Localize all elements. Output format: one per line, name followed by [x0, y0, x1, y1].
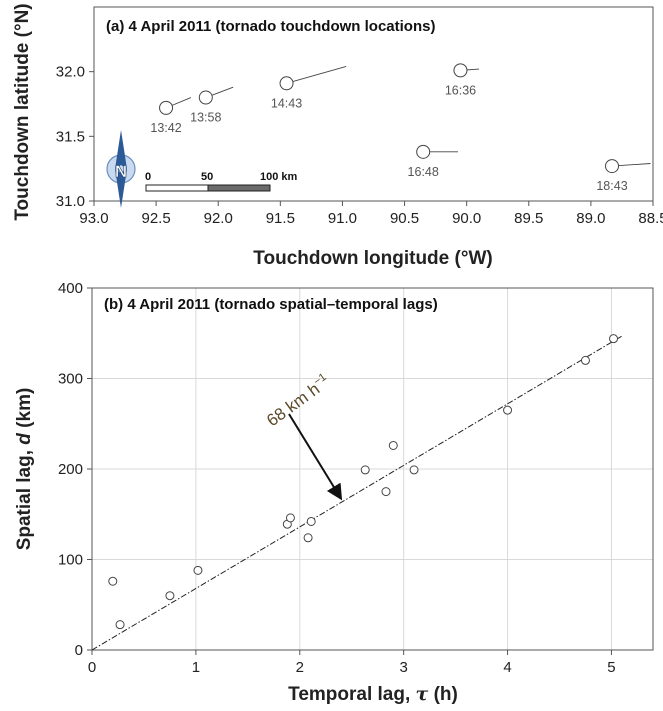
lag-point — [285, 513, 295, 523]
touchdown-time-label: 16:36 — [445, 83, 476, 97]
panel-b-x-ticks: 0 1 2 3 4 5 — [88, 650, 616, 676]
panel-b-y-tick-label: 400 — [58, 280, 83, 297]
panel-a-y-tick-label: 31.5 — [56, 128, 85, 145]
panel-a-x-tick-label: 89.5 — [514, 210, 543, 227]
lag-point — [115, 620, 125, 630]
north-arrow-letter: N — [115, 162, 127, 181]
lag-point — [108, 576, 118, 586]
panel-a-x-tick-label: 89.0 — [576, 210, 605, 227]
panel-b-title: (b) 4 April 2011 (tornado spatial–tempor… — [104, 296, 438, 313]
panel-a-y-axis-title: Touchdown latitude (°N) — [12, 3, 33, 220]
touchdown-point — [159, 100, 174, 115]
panel-b-x-axis-title-unit: (h) — [428, 684, 458, 705]
touchdown-point — [279, 76, 294, 91]
panel-b-x-axis-title-main: Temporal lag, — [288, 684, 415, 705]
panel-b-grid — [92, 287, 653, 650]
lag-point — [503, 405, 513, 415]
lag-point — [409, 465, 419, 475]
panel-a-x-tick-label: 91.5 — [266, 210, 295, 227]
panel-b-y-axis-title-symbol: d — [14, 433, 35, 445]
panel-b-x-axis-title-symbol: τ — [416, 683, 429, 705]
touchdown-time-label: 13:58 — [190, 111, 221, 125]
touchdown-point — [198, 90, 213, 105]
lag-point — [306, 516, 316, 526]
panel-a-title: (a) 4 April 2011 (tornado touchdown loca… — [106, 18, 435, 35]
panel-b-y-axis-title: Spatial lag, d (km) — [14, 388, 35, 551]
panel-a-x-axis-title: Touchdown longitude (°W) — [253, 248, 492, 269]
panel-b-x-tick-label: 4 — [503, 659, 511, 676]
speed-annotation: 68 km h−1 — [263, 371, 334, 430]
panel-a-x-tick-label: 92.5 — [142, 210, 171, 227]
touchdown-time-label: 18:43 — [596, 179, 627, 193]
panel-b-x-tick-label: 3 — [399, 659, 407, 676]
panel-b-x-tick-label: 0 — [88, 659, 96, 676]
panel-b-x-tick-label: 2 — [296, 659, 304, 676]
panel-a-x-tick-label: 88.5 — [638, 210, 663, 227]
scale-bar-label-100: 100 km — [260, 171, 298, 183]
panel-a-y-tick-label: 32.0 — [56, 64, 85, 81]
panel-b-y-axis-title-main: Spatial lag, — [14, 445, 35, 551]
panel-a-y-tick-label: 31.0 — [56, 193, 85, 210]
fit-line — [91, 335, 623, 651]
panel-a-x-tick-label: 93.0 — [79, 210, 108, 227]
touchdown-time-label: 16:48 — [408, 165, 439, 179]
panel-a: (a) 4 April 2011 (tornado touchdown loca… — [12, 3, 663, 269]
panel-a-plot-frame — [93, 6, 654, 202]
panel-b-x-tick-label: 5 — [607, 659, 615, 676]
touchdown-time-label: 13:42 — [150, 121, 181, 135]
scale-bar-segment-50-100 — [207, 184, 271, 192]
panel-b-x-axis-title: Temporal lag, τ (h) — [288, 683, 458, 705]
panel-b-x-tick-label: 1 — [192, 659, 200, 676]
lag-point — [360, 465, 370, 475]
panel-b: (b) 4 April 2011 (tornado spatial–tempor… — [14, 280, 654, 705]
scale-bar-segment-0-50 — [145, 184, 209, 192]
lag-point — [381, 487, 391, 497]
panel-b-y-ticks: 0 100 200 300 400 — [58, 280, 92, 659]
panel-a-x-tick-label: 91.0 — [328, 210, 357, 227]
panel-b-fit-line — [91, 335, 623, 651]
touchdown-time-label: 14:43 — [271, 96, 302, 110]
touchdown-point — [416, 144, 431, 159]
scale-bar-label-50: 50 — [201, 171, 213, 183]
lag-point — [388, 440, 398, 450]
tornado-track — [286, 66, 347, 84]
panel-b-points — [108, 334, 619, 630]
panel-a-x-tick-label: 92.0 — [204, 210, 233, 227]
panel-b-y-tick-label: 0 — [75, 642, 83, 659]
speed-annotation-sup: −1 — [312, 371, 329, 388]
panel-b-y-axis-title-unit: (km) — [14, 388, 35, 433]
speed-annotation-arrow — [288, 413, 343, 501]
panel-a-points: 13:42 13:58 14:43 16:36 16:48 18:43 — [150, 63, 628, 193]
panel-b-y-tick-label: 100 — [58, 552, 83, 569]
lag-point — [193, 565, 203, 575]
lag-point — [580, 355, 590, 365]
scale-bar: 0 50 100 km — [145, 171, 298, 192]
panel-a-x-tick-label: 90.5 — [390, 210, 419, 227]
panel-b-y-tick-label: 200 — [58, 461, 83, 478]
lag-point — [303, 533, 313, 543]
north-arrow-icon: N — [106, 130, 136, 208]
panel-a-y-ticks: 31.0 31.5 32.0 — [56, 64, 94, 210]
scale-bar-label-0: 0 — [145, 171, 151, 183]
lag-point — [609, 334, 619, 344]
touchdown-point — [605, 159, 620, 174]
touchdown-point — [453, 63, 468, 78]
panel-a-x-ticks: 93.0 92.5 92.0 91.5 91.0 90.5 90.0 89.5 89.0 88.5 — [79, 201, 663, 227]
lag-point — [165, 591, 175, 601]
panel-a-x-tick-label: 90.0 — [452, 210, 481, 227]
panel-b-y-tick-label: 300 — [58, 371, 83, 388]
